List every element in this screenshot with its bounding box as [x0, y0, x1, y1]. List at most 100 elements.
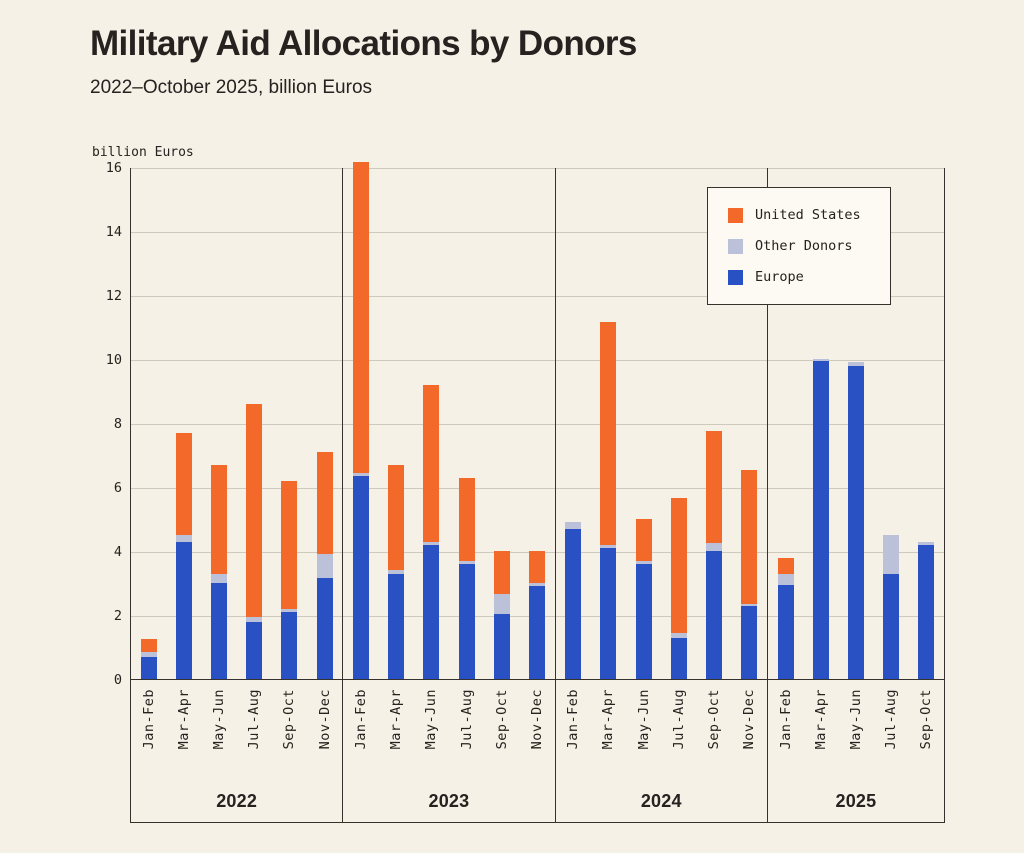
y-tick-label: 2 [113, 608, 122, 625]
year-label: 2023 [428, 790, 470, 811]
bar-2023-may-jun [423, 384, 440, 680]
y-axis: 0 2 4 6 8 10 12 14 16 [90, 160, 130, 688]
bar-slot [449, 168, 484, 680]
bar-segment-united-states [741, 469, 758, 605]
gridline [131, 296, 945, 298]
bar-segment-other-donors [847, 362, 864, 366]
gridline [131, 168, 945, 170]
x-tick-label: Sep-Oct [706, 689, 722, 750]
bar-segment-europe [565, 528, 582, 680]
plot-area: Jan-Feb Mar-Apr May-Jun Jul-Aug Sep-Oct Nov-D… [130, 162, 945, 824]
x-tick-label: Jul-Aug [246, 689, 263, 750]
bar-segment-other-donors [211, 573, 227, 584]
bar-slot [556, 168, 591, 680]
bar-segment-other-donors [423, 541, 440, 545]
bar-segment-europe [741, 605, 758, 680]
gridline [131, 232, 945, 234]
bars-row [555, 168, 767, 681]
bar-2024-may-jun [635, 519, 652, 680]
legend-item: United States [728, 207, 870, 223]
bar-2022-mar-apr [175, 432, 192, 680]
bars-row [131, 168, 343, 681]
x-label-slot: May-Jun [838, 689, 873, 780]
bar-segment-europe [847, 365, 864, 680]
stacked-bar-chart: 0 2 4 6 8 10 12 14 16 Jan-Feb Mar-Apr May-Jun Jul-A… [90, 160, 1024, 824]
x-tick-label: Nov-Dec [741, 689, 758, 750]
bar-segment-europe [140, 656, 157, 680]
x-label-slot: Jul-Aug [449, 689, 484, 780]
x-tick-label: Nov-Dec [316, 689, 333, 750]
bar-segment-united-states [670, 498, 687, 633]
x-tick-label: Sep-Oct [493, 689, 510, 750]
y-tick-label: 16 [105, 160, 122, 177]
bar-2023-mar-apr [388, 464, 405, 680]
bar-slot [379, 168, 414, 680]
bars-row [767, 168, 944, 681]
bar-segment-other-donors [493, 594, 510, 614]
bar-slot [131, 168, 166, 680]
bar-segment-other-donors [246, 616, 263, 622]
bar-2025-jan-feb [777, 557, 794, 680]
y-tick-label: 14 [105, 224, 122, 241]
bar-segment-united-states [352, 162, 369, 473]
legend: United States Other Donors Europe [707, 187, 891, 306]
bar-segment-other-donors [777, 573, 794, 585]
x-tick-label: Sep-Oct [918, 689, 935, 750]
x-labels-row: Jan-Feb Mar-Apr May-Jun Jul-Aug Sep-Oct Nov-D… [343, 680, 554, 780]
bar-2025-may-jun [847, 362, 864, 680]
bar-segment-europe [777, 584, 794, 680]
x-tick-label: Jul-Aug [883, 689, 900, 750]
bar-segment-united-states [706, 431, 722, 544]
bar-2024-mar-apr [600, 322, 617, 680]
x-label-slot: May-Jun [626, 689, 661, 780]
x-tick-label: Jan-Feb [565, 689, 582, 750]
bar-slot [307, 168, 342, 680]
y-tick-label: 10 [105, 352, 122, 369]
x-label-slot: Mar-Apr [803, 689, 838, 780]
bar-segment-united-states [528, 551, 545, 584]
x-label-slot: Sep-Oct [272, 689, 307, 780]
bar-segment-other-donors [883, 535, 900, 574]
bar-segment-united-states [140, 639, 157, 653]
bar-2022-jan-feb [140, 639, 157, 680]
x-tick-label: Mar-Apr [812, 689, 829, 750]
bar-segment-united-states [635, 519, 652, 561]
chart-figure: Military Aid Allocations by Donors 2022–… [90, 24, 1024, 824]
bar-slot [272, 168, 307, 680]
bar-segment-other-donors [352, 472, 369, 477]
x-tick-label: Mar-Apr [600, 689, 617, 750]
bar-segment-other-donors [140, 652, 157, 657]
bar-2024-jul-aug [670, 498, 687, 680]
legend-swatch-europe [728, 269, 743, 285]
bar-segment-other-donors [565, 522, 582, 529]
bar-segment-other-donors [600, 544, 617, 549]
year-label: 2022 [216, 790, 258, 811]
bar-2025-mar-apr [812, 359, 829, 680]
x-label-slot: Jan-Feb [343, 689, 378, 780]
x-label-slot: Sep-Oct [909, 689, 944, 780]
x-tick-label: Mar-Apr [175, 689, 192, 750]
bar-slot [414, 168, 449, 680]
bar-2022-nov-dec [316, 452, 333, 680]
x-label-slot: Mar-Apr [591, 689, 626, 780]
legend-swatch-other-donors [728, 238, 743, 254]
legend-label: United States [755, 207, 861, 224]
y-tick-label: 6 [113, 480, 122, 497]
x-tick-label: May-Jun [635, 689, 652, 750]
bar-slot [838, 168, 873, 680]
bar-segment-europe [706, 551, 722, 680]
x-label-slot: Mar-Apr [379, 689, 414, 780]
bar-segment-united-states [281, 480, 298, 609]
bar-slot [519, 168, 554, 680]
x-label-slot: Nov-Dec [519, 689, 554, 780]
bar-segment-europe [458, 564, 475, 680]
gridline [131, 488, 945, 490]
y-axis-unit-label: billion Euros [92, 145, 194, 161]
bar-segment-united-states [493, 551, 510, 595]
legend-item: Other Donors [728, 238, 870, 254]
bar-segment-united-states [388, 464, 405, 571]
gridline [131, 360, 945, 362]
bar-segment-other-donors [918, 541, 935, 545]
legend-item: Europe [728, 269, 870, 285]
x-label-slot: May-Jun [201, 689, 236, 780]
